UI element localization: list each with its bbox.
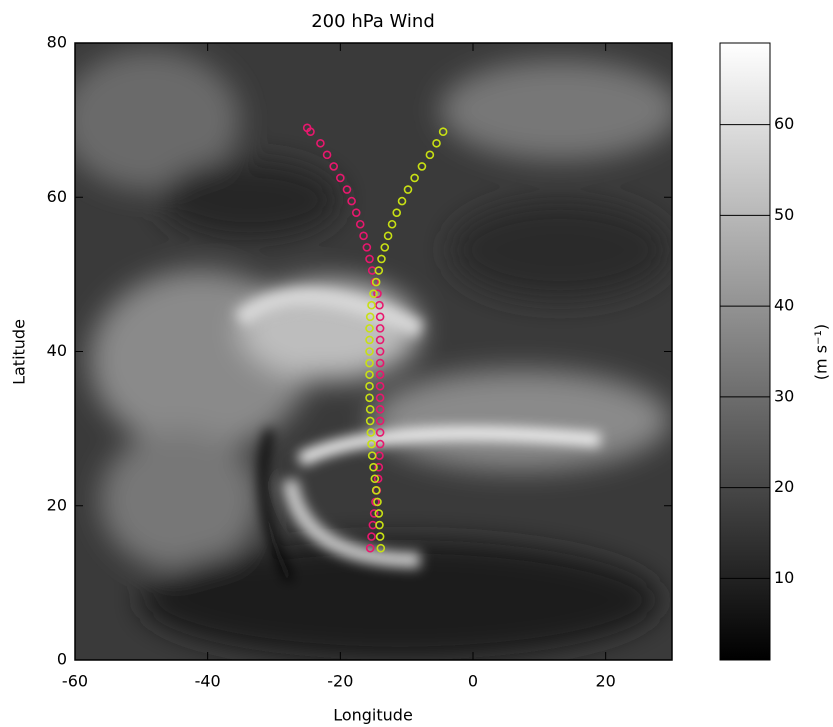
track-point: [365, 393, 374, 403]
track-point: [410, 173, 419, 183]
track-point: [373, 497, 382, 507]
track-point: [375, 347, 385, 356]
track-point: [376, 543, 386, 553]
track-point: [351, 208, 361, 217]
track-point: [365, 358, 374, 368]
track-point: [375, 370, 385, 379]
track-point: [375, 324, 385, 333]
track-point: [397, 196, 407, 206]
track-point: [374, 509, 384, 518]
y-axis-label: Latitude: [10, 319, 29, 385]
track-point: [373, 289, 382, 298]
x-tick-label: 20: [595, 672, 615, 691]
chart-title: 200 hPa Wind: [311, 11, 435, 32]
track-point: [365, 381, 374, 391]
track-point: [367, 532, 376, 541]
track-point: [359, 231, 368, 241]
track-point: [365, 347, 374, 356]
wind-field: [75, 43, 672, 660]
track-point: [365, 312, 375, 322]
track-point: [371, 277, 381, 287]
colorbar-tick-label: 30: [774, 386, 794, 405]
y-tick-label: 80: [47, 33, 67, 52]
track-point: [383, 231, 393, 241]
track-point: [375, 405, 385, 414]
track-point: [374, 266, 384, 275]
track-point: [367, 451, 377, 460]
track-point: [347, 196, 356, 206]
track-point: [355, 219, 365, 229]
track-point: [367, 300, 376, 310]
track-point: [417, 162, 427, 171]
track-point: [362, 243, 372, 252]
track-point: [403, 185, 413, 194]
track-point: [365, 416, 375, 426]
track-point: [369, 289, 378, 298]
x-tick-label: -40: [195, 672, 221, 691]
track-point: [370, 474, 380, 484]
track-point: [371, 486, 381, 495]
track-point: [322, 150, 332, 160]
y-tick-label: 40: [47, 341, 67, 360]
x-tick-label: 0: [468, 672, 478, 691]
track-point: [316, 138, 325, 148]
y-tick-label: 0: [57, 650, 67, 669]
track-point: [375, 312, 385, 322]
y-tick-label: 20: [47, 495, 67, 514]
track-point: [380, 243, 390, 252]
track-point: [375, 416, 385, 426]
track-point: [375, 428, 385, 437]
track-point: [387, 219, 397, 229]
track-point: [375, 358, 385, 368]
track-point: [374, 462, 384, 472]
track-point: [375, 393, 385, 403]
track-point: [365, 405, 375, 414]
colorbar-tick-label: 10: [774, 568, 794, 587]
track-point: [375, 532, 385, 541]
track-point: [392, 208, 402, 217]
colorbar-tick-label: 60: [774, 114, 794, 133]
track-point: [369, 509, 379, 518]
track-point: [375, 300, 384, 310]
x-axis-label: Longitude: [333, 706, 413, 725]
track-point: [329, 162, 339, 171]
track-point: [375, 520, 384, 530]
track-point: [369, 462, 378, 472]
x-tick-label: -20: [327, 672, 353, 691]
track-point: [365, 335, 374, 345]
track-point: [365, 543, 375, 553]
track-point: [342, 185, 352, 194]
colorbar: [719, 42, 771, 661]
track-point: [375, 381, 385, 391]
track-point: [425, 150, 435, 160]
track-point: [373, 474, 383, 484]
track-point: [365, 324, 374, 333]
track-point: [377, 254, 386, 264]
track-point: [367, 439, 376, 449]
track-point: [366, 428, 376, 437]
track-point: [306, 127, 315, 136]
track-point: [432, 138, 441, 148]
track-point: [365, 370, 374, 379]
track-point: [438, 127, 448, 136]
colorbar-tick-label: 20: [774, 477, 794, 496]
x-tick-label: -60: [62, 672, 88, 691]
colorbar-tick-label: 40: [774, 296, 794, 315]
track-point: [336, 173, 345, 183]
track-point: [365, 254, 374, 264]
track-point: [375, 335, 385, 345]
track-point: [375, 439, 385, 449]
colorbar-label: (m s⁻¹): [812, 324, 831, 380]
y-tick-label: 60: [47, 187, 67, 206]
colorbar-tick-label: 50: [774, 205, 794, 224]
